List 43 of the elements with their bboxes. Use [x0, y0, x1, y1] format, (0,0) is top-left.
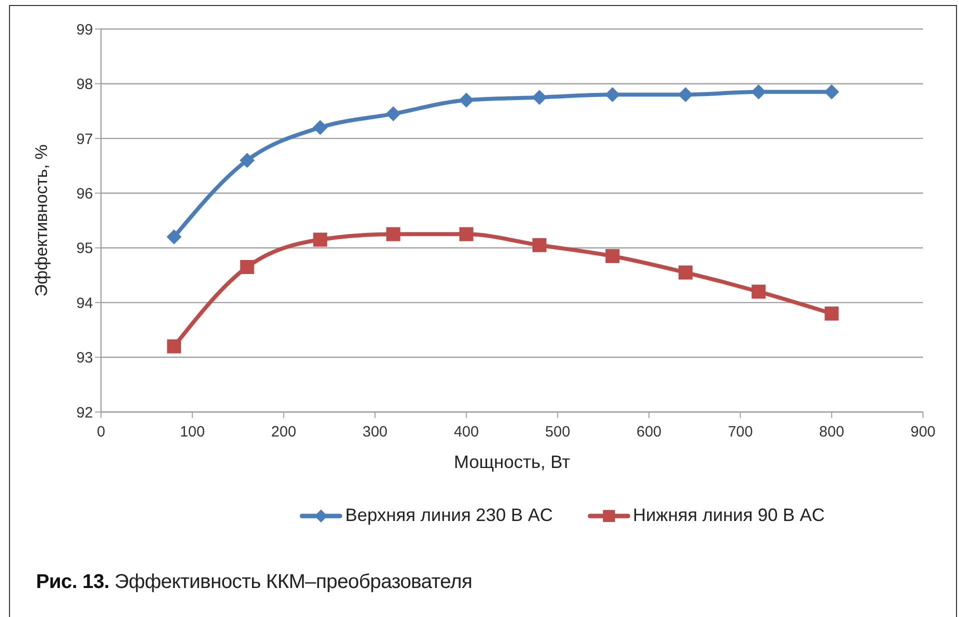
point [532, 90, 547, 105]
x-tick-label: 400 [454, 424, 479, 441]
x-tick-label: 800 [819, 424, 844, 441]
x-tick-label: 300 [362, 424, 388, 441]
text: Рис. 13. Эффективность ККМ–преобразователя [36, 571, 472, 594]
point [166, 229, 182, 244]
x-tick-label: 900 [910, 424, 936, 441]
x-tick-label: 500 [545, 424, 570, 441]
point [604, 87, 620, 102]
point [458, 92, 474, 108]
x-tick-label: 600 [636, 424, 662, 441]
y-tick-label: 95 [76, 240, 93, 258]
point [386, 227, 400, 242]
point [240, 260, 254, 274]
point [678, 265, 693, 280]
y-tick-label: 94 [76, 294, 93, 312]
x-tick-label: 0 [96, 424, 106, 441]
legend-label: Нижняя линия 90 В AC [632, 505, 825, 526]
y-tick-label: 92 [76, 404, 93, 422]
y-tick-label: 99 [76, 21, 93, 38]
y-tick-label: 93 [76, 350, 93, 367]
point [824, 84, 840, 100]
point [751, 84, 766, 100]
point [824, 306, 839, 321]
point [459, 227, 474, 242]
y-axis-title: Эффективность, % [32, 144, 52, 297]
point [313, 232, 328, 247]
point [605, 249, 620, 264]
x-tick-label: 100 [180, 424, 205, 441]
x-tick-label: 200 [271, 424, 296, 441]
point [312, 120, 328, 135]
legend-label: Верхняя линия 230 В AC [345, 505, 553, 526]
y-tick-label: 96 [76, 185, 93, 202]
x-axis-title: Мощность, Вт [454, 452, 570, 472]
y-tick-label: 97 [76, 130, 93, 148]
x-tick-label: 700 [728, 424, 753, 441]
point [240, 152, 255, 168]
point [752, 284, 766, 299]
y-tick-label: 98 [76, 76, 93, 94]
point [532, 238, 546, 252]
point [386, 106, 401, 122]
point [678, 87, 694, 102]
point [167, 339, 182, 354]
